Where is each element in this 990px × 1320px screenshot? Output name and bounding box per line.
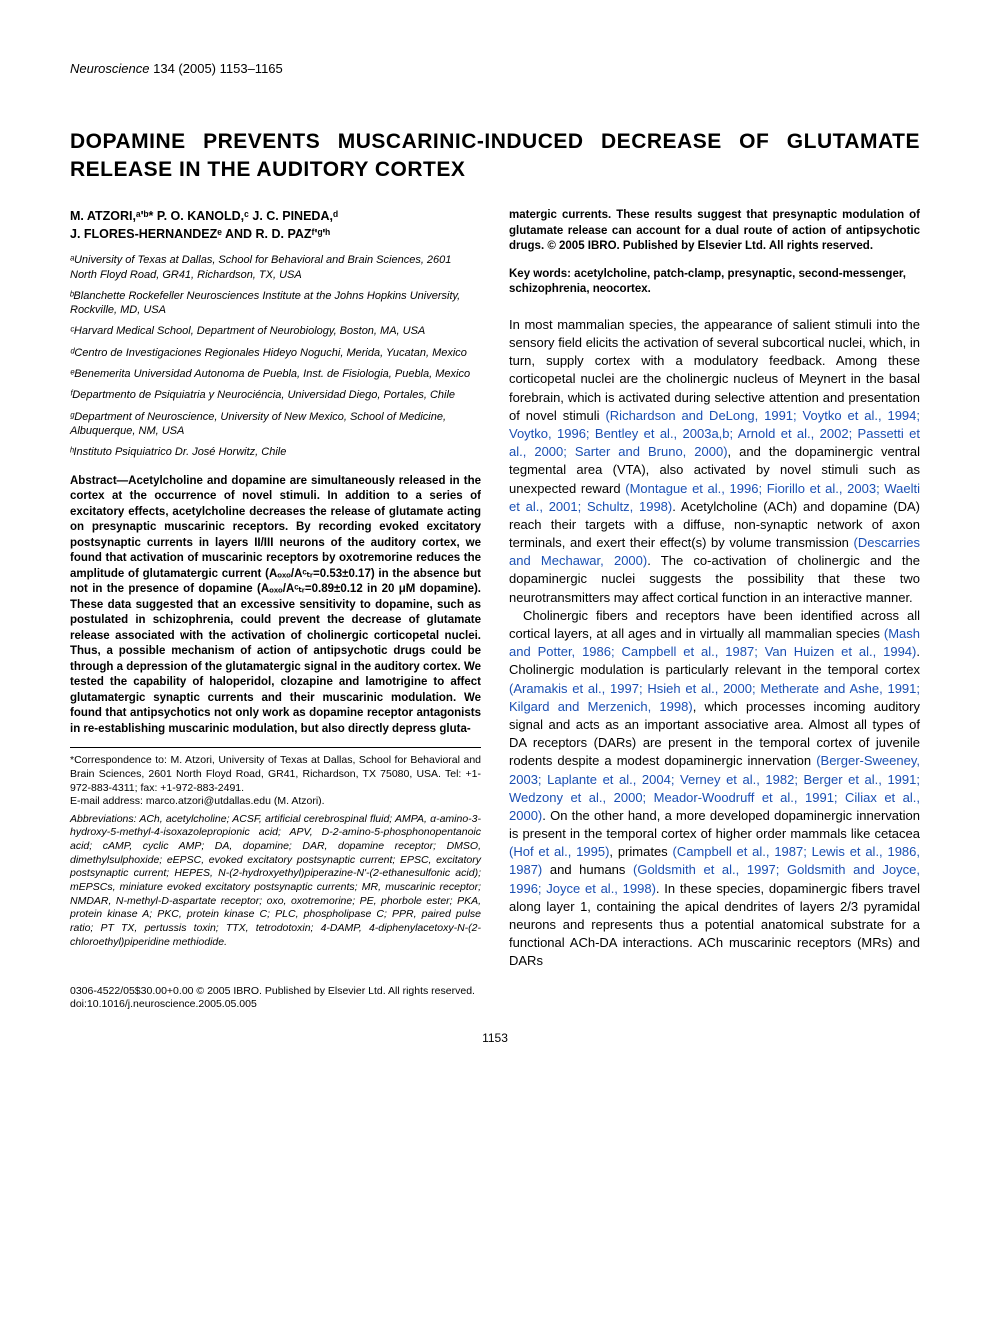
journal-name: Neuroscience xyxy=(70,61,150,76)
doi-line: doi:10.1016/j.neuroscience.2005.05.005 xyxy=(70,998,920,1012)
affiliation-d: ᵈCentro de Investigaciones Regionales Hi… xyxy=(70,346,481,360)
abbreviations-list: Abbreviations: ACh, acetylcholine; ACSF,… xyxy=(70,813,481,949)
abstract-text: Abstract—Acetylcholine and dopamine are … xyxy=(70,474,481,738)
affiliation-e: ᵉBenemerita Universidad Autonoma de Pueb… xyxy=(70,367,481,381)
author-email: marco.atzori@utdallas.edu (M. Atzori). xyxy=(146,795,325,807)
abstract-continuation: matergic currents. These results suggest… xyxy=(509,208,920,255)
p2-text-4: . On the other hand, a more developed do… xyxy=(509,808,920,841)
intro-paragraph-2: Cholinergic fibers and receptors have be… xyxy=(509,607,920,971)
article-title: DOPAMINE PREVENTS MUSCARINIC-INDUCED DEC… xyxy=(70,128,920,185)
introduction-body: In most mammalian species, the appearanc… xyxy=(509,316,920,971)
email-line: E-mail address: marco.atzori@utdallas.ed… xyxy=(70,795,481,809)
p2-text-6: and humans xyxy=(542,862,633,877)
p2-text-1: Cholinergic fibers and receptors have be… xyxy=(509,608,920,641)
citation-7[interactable]: (Hof et al., 1995) xyxy=(509,844,609,859)
email-label: E-mail address: xyxy=(70,795,146,807)
authors-line-2: J. FLORES-HERNANDEZᵉ AND R. D. PAZᶠ'ᵍ'ʰ xyxy=(70,226,481,244)
affiliation-g: ᵍDepartment of Neuroscience, University … xyxy=(70,410,481,439)
author-list: M. ATZORI,ᵃ'ᵇ* P. O. KANOLD,ᶜ J. C. PINE… xyxy=(70,208,481,243)
page-number: 1153 xyxy=(70,1030,920,1046)
p2-text-5: , primates xyxy=(609,844,672,859)
left-column: M. ATZORI,ᵃ'ᵇ* P. O. KANOLD,ᶜ J. C. PINE… xyxy=(70,208,481,970)
two-column-layout: M. ATZORI,ᵃ'ᵇ* P. O. KANOLD,ᶜ J. C. PINE… xyxy=(70,208,920,970)
footnote-divider xyxy=(70,747,481,748)
journal-volume-pages: 134 (2005) 1153–1165 xyxy=(153,61,283,76)
copyright-line: 0306-4522/05$30.00+0.00 © 2005 IBRO. Pub… xyxy=(70,985,920,999)
affiliation-f: ᶠDepartmento de Psiquiatria y Neurociénc… xyxy=(70,388,481,402)
affiliation-a: ᵃUniversity of Texas at Dallas, School f… xyxy=(70,253,481,282)
intro-paragraph-1: In most mammalian species, the appearanc… xyxy=(509,316,920,607)
authors-line-1: M. ATZORI,ᵃ'ᵇ* P. O. KANOLD,ᶜ J. C. PINE… xyxy=(70,208,481,226)
right-column: matergic currents. These results suggest… xyxy=(509,208,920,970)
affiliation-b: ᵇBlanchette Rockefeller Neurosciences In… xyxy=(70,289,481,318)
affiliation-c: ᶜHarvard Medical School, Department of N… xyxy=(70,324,481,338)
affiliation-h: ʰInstituto Psiquiatrico Dr. José Horwitz… xyxy=(70,445,481,459)
abbreviations-text: Abbreviations: ACh, acetylcholine; ACSF,… xyxy=(70,813,481,948)
journal-reference: Neuroscience 134 (2005) 1153–1165 xyxy=(70,60,920,78)
correspondence-note: *Correspondence to: M. Atzori, Universit… xyxy=(70,754,481,795)
keywords-line: Key words: acetylcholine, patch-clamp, p… xyxy=(509,267,920,298)
page-footer: 0306-4522/05$30.00+0.00 © 2005 IBRO. Pub… xyxy=(70,985,920,1012)
